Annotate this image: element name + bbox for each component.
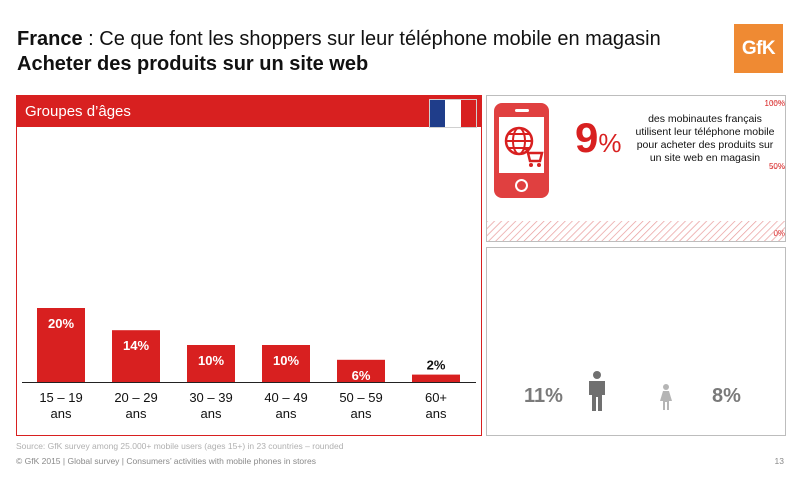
flag-white xyxy=(445,100,461,127)
stat-level-bar xyxy=(487,221,785,241)
source-note: Source: GfK survey among 25.000+ mobile … xyxy=(16,441,344,451)
globe-cart-icon xyxy=(504,126,544,167)
bar-2 xyxy=(187,345,235,382)
scale-mid: 50% xyxy=(768,162,785,171)
page-title: France : Ce que font les shoppers sur le… xyxy=(17,28,661,51)
subtitle-text: : Ce que font les shoppers sur leur télé… xyxy=(82,28,661,50)
bar-3 xyxy=(262,345,310,382)
bar-5 xyxy=(412,374,460,382)
category-label-2-0: 30 – 39 xyxy=(189,390,232,405)
age-groups-label: Groupes d’âges xyxy=(25,103,131,120)
flag-red xyxy=(460,100,476,127)
flag-blue xyxy=(430,100,446,127)
stat-unit: % xyxy=(598,128,622,158)
category-label-1-1: ans xyxy=(126,406,147,421)
home-button-icon xyxy=(515,179,528,192)
category-label-5-1: ans xyxy=(426,406,447,421)
stat-description: des mobinautes français utilisent leur t… xyxy=(635,113,775,164)
phone-globe-cart-icon xyxy=(494,103,549,198)
category-label-4-1: ans xyxy=(351,406,372,421)
gender-panel: 11% 8% xyxy=(486,247,786,436)
bar-value-label-3: 10% xyxy=(273,353,299,368)
page-number: 13 xyxy=(774,456,784,466)
bar-4 xyxy=(337,359,385,382)
gfk-logo: GfK xyxy=(734,24,783,73)
bar-value-label-0: 20% xyxy=(48,316,74,331)
category-label-0-1: ans xyxy=(51,406,72,421)
stat-number: 9 xyxy=(575,114,599,161)
category-label-1-0: 20 – 29 xyxy=(114,390,157,405)
scale-top: 100% xyxy=(764,99,785,108)
copyright-footer: © GfK 2015 | Global survey | Consumers’ … xyxy=(16,456,316,466)
category-label-5-0: 60+ xyxy=(425,390,447,405)
phone-screen xyxy=(499,117,544,173)
stat-panel: 9% des mobinautes français utilisent leu… xyxy=(486,95,786,242)
bar-value-label-5: 2% xyxy=(427,358,446,373)
category-label-4-0: 50 – 59 xyxy=(339,390,382,405)
category-label-0-0: 15 – 19 xyxy=(39,390,82,405)
male-percentage: 11% xyxy=(524,385,563,407)
category-label-3-1: ans xyxy=(276,406,297,421)
female-percentage: 8% xyxy=(712,385,741,407)
bar-value-label-1: 14% xyxy=(123,338,149,353)
bar-0 xyxy=(37,308,85,382)
female-person-icon xyxy=(660,384,672,410)
country-label: France xyxy=(17,28,83,50)
age-groups-header: Groupes d’âges xyxy=(17,96,481,128)
speaker-icon xyxy=(515,109,529,112)
category-label-3-0: 40 – 49 xyxy=(264,390,307,405)
bar-1 xyxy=(112,330,160,382)
france-flag-icon xyxy=(429,99,477,128)
bar-value-label-4: 6% xyxy=(352,368,371,383)
age-groups-panel: Groupes d’âges 20% 15 – 19 ans 14% 20 – 29 an… xyxy=(16,95,482,436)
category-label-2-1: ans xyxy=(201,406,222,421)
page-subtitle: Acheter des produits sur un site web xyxy=(17,53,369,75)
bar-value-label-2: 10% xyxy=(198,353,224,368)
male-person-icon xyxy=(589,371,605,411)
stat-value: 9% xyxy=(575,114,621,162)
